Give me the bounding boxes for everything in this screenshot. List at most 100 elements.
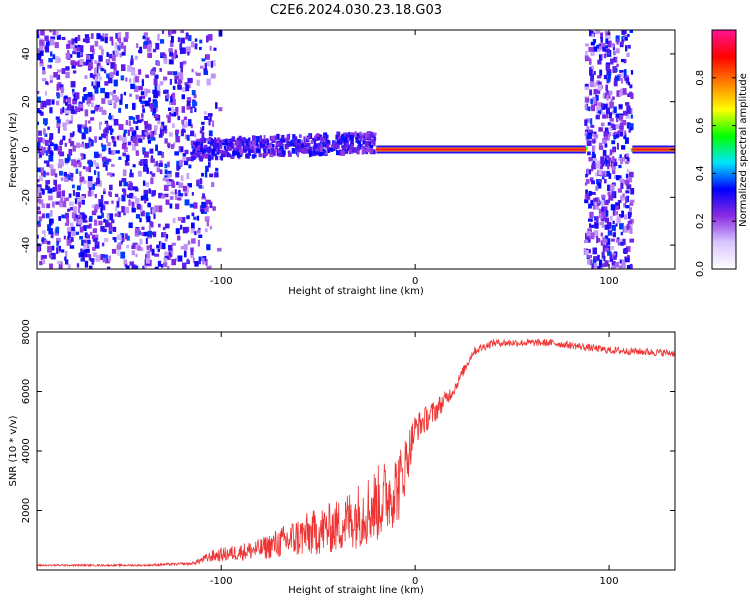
spectrogram-noise-cell: [159, 130, 162, 137]
spectrogram-carrier-cell: [365, 132, 368, 139]
spectrogram-noise-cell: [604, 53, 607, 59]
spectrogram-noise-cell: [50, 36, 56, 40]
spectrogram-noise-cell: [68, 149, 73, 156]
spectrogram-noise-cell: [601, 53, 604, 59]
spectrogram-noise-cell: [116, 200, 120, 208]
spectrogram-noise-cell: [45, 184, 49, 190]
spectrogram-carrier-cell: [308, 150, 313, 157]
spectrogram-noise-cell: [43, 231, 46, 237]
spectrogram-noise-cell: [586, 168, 590, 176]
spectrogram-noise-cell: [603, 133, 608, 141]
spectrogram-noise-cell: [192, 257, 195, 264]
spectrogram-noise-cell: [64, 222, 69, 226]
spectrogram-noise-cell: [117, 250, 120, 257]
spectrogram-noise-cell: [215, 102, 218, 109]
spectrogram-noise-cell: [93, 219, 98, 226]
spectrogram-noise-cell: [170, 144, 174, 150]
spectrogram-noise-cell: [622, 88, 627, 95]
spectrogram-noise-cell: [131, 69, 136, 76]
spectrogram-carrier-cell: [293, 141, 297, 145]
spectrogram-carrier-cell: [216, 146, 219, 153]
spectrogram-carrier-cell: [238, 141, 241, 147]
spectrogram-noise-cell: [49, 218, 54, 224]
spectrogram-noise-cell: [61, 68, 66, 75]
spectrogram-noise-cell: [141, 232, 144, 236]
spectrogram-noise-cell: [37, 167, 41, 173]
spectrogram-noise-cell: [199, 205, 205, 212]
spectrogram-noise-cell: [618, 214, 623, 219]
spectrogram-noise-cell: [128, 116, 134, 120]
spectrogram-noise-cell: [136, 203, 141, 210]
spectrogram-noise-cell: [186, 134, 190, 141]
spectrogram-noise-cell: [135, 253, 138, 258]
spectrogram-noise-cell: [198, 184, 202, 189]
spectrogram-noise-cell: [123, 146, 128, 153]
spectrogram-noise-cell: [620, 41, 624, 46]
spectrogram-noise-cell: [77, 107, 81, 113]
spectrogram-noise-cell: [584, 119, 588, 126]
spectrogram-noise-cell: [100, 68, 105, 72]
spectrogram-noise-cell: [591, 65, 594, 72]
spectrogram-carrier-cell: [330, 144, 335, 149]
spectrogram-noise-cell: [110, 149, 115, 156]
spectrogram-noise-cell: [138, 96, 142, 102]
spectrogram-noise-cell: [171, 30, 177, 34]
spectrogram-noise-cell: [187, 35, 192, 41]
spectrogram-carrier-cell: [301, 145, 306, 150]
spectrogram-noise-cell: [96, 72, 101, 77]
colorbar-tick-label: 0.2: [695, 213, 706, 229]
spectrogram-noise-cell: [122, 169, 127, 177]
spectrogram-carrier-cell: [204, 153, 209, 159]
spectrogram-noise-cell: [106, 172, 112, 176]
spectrogram-noise-cell: [88, 265, 93, 269]
spectrogram-noise-cell: [202, 257, 205, 265]
spectrogram-carrier-cell: [200, 143, 203, 147]
spectrogram-noise-cell: [184, 82, 189, 86]
spectrogram-noise-cell: [67, 208, 71, 212]
spectrogram-noise-cell: [126, 235, 130, 241]
spectrogram-noise-cell: [161, 126, 167, 131]
spectrogram-carrier-cell: [265, 139, 268, 144]
spectrogram-noise-cell: [607, 122, 611, 126]
spectrogram-noise-cell: [50, 51, 53, 57]
spectrogram-noise-cell: [114, 213, 120, 217]
spectrogram-carrier-cell: [264, 151, 269, 156]
spectrogram-noise-cell: [603, 255, 606, 262]
spectrogram-noise-cell: [190, 228, 196, 234]
spectrogram-noise-cell: [92, 246, 96, 251]
spectrogram-noise-cell: [166, 181, 172, 186]
spectrogram-noise-cell: [113, 102, 117, 109]
spectrogram-noise-cell: [175, 106, 179, 112]
spectrogram-noise-cell: [104, 201, 109, 205]
spectrogram-noise-cell: [121, 136, 127, 143]
spectrogram-noise-cell: [171, 258, 177, 266]
spectrogram-noise-cell: [610, 215, 613, 221]
spectrogram-noise-cell: [194, 261, 199, 267]
spectrogram-noise-cell: [599, 210, 604, 214]
spectrogram-noise-cell: [629, 171, 634, 178]
spectrogram-noise-cell: [598, 54, 603, 61]
spectrogram-carrier-cell: [266, 143, 269, 150]
spectrogram-carrier-cell: [301, 148, 306, 154]
y-tick-label: 6000: [21, 379, 32, 404]
spectrogram-noise-cell: [71, 184, 75, 189]
spectrogram-carrier-cell: [197, 153, 200, 158]
spectrogram-noise-cell: [110, 163, 115, 167]
spectrogram-noise-cell: [136, 135, 142, 139]
spectrogram-noise-cell: [157, 150, 162, 156]
spectrogram-noise-cell: [127, 65, 133, 72]
spectrogram-noise-cell: [44, 91, 48, 96]
spectrogram-noise-cell: [620, 58, 626, 63]
spectrogram-noise-cell: [194, 231, 197, 236]
spectrogram-noise-cell: [120, 93, 123, 100]
spectrogram-carrier-cell: [294, 145, 298, 151]
spectrogram-noise-cell: [629, 201, 634, 206]
spectrogram-noise-cell: [64, 212, 69, 219]
spectrogram-noise-cell: [161, 242, 166, 250]
spectrogram-carrier-cell: [248, 137, 251, 142]
spectrogram-noise-cell: [149, 124, 152, 131]
spectrogram-noise-cell: [594, 222, 599, 229]
spectrogram-noise-cell: [89, 73, 94, 78]
spectrogram-noise-cell: [90, 231, 93, 236]
spectrogram-noise-cell: [624, 36, 628, 41]
